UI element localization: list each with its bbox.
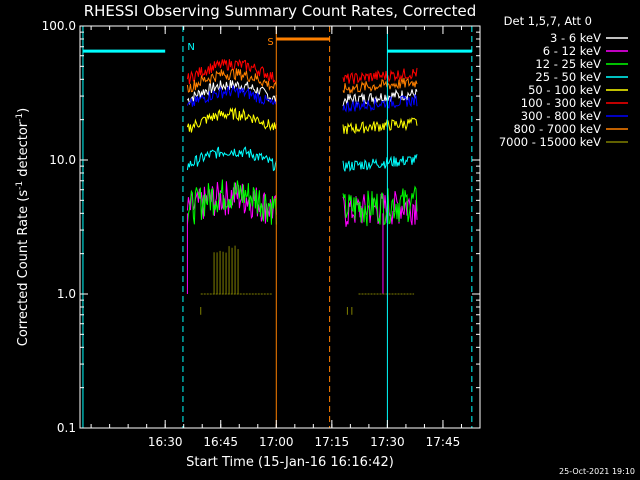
legend-entry-label: 50 - 100 keV: [528, 83, 601, 97]
series-line: [186, 179, 277, 225]
legend-entry-label: 12 - 25 keV: [535, 57, 601, 71]
series-line: [342, 154, 418, 172]
series-line: [342, 93, 418, 113]
y-axis-label-sup2: -1: [15, 113, 25, 122]
plot-frame: [79, 25, 481, 429]
y-tick-label: 100.0: [42, 19, 76, 33]
series-line: [186, 84, 277, 107]
series-line: [186, 58, 277, 86]
legend-entry-label: 100 - 300 keV: [521, 96, 601, 110]
y-axis-label-part3: ): [16, 108, 31, 113]
y-tick-label: 0.1: [57, 421, 76, 435]
y-axis-label: Corrected Count Rate (s-1 detector-1): [15, 108, 31, 346]
x-axis-label: Start Time (15-Jan-16 16:16:42): [186, 455, 394, 470]
saa-label: S: [267, 37, 273, 48]
legend-entry-label: 25 - 50 keV: [535, 70, 601, 84]
series-line: [186, 80, 277, 106]
x-tick-label: 17:15: [315, 435, 350, 449]
x-tick-label: 17:30: [370, 435, 405, 449]
x-axis: 16:30 16:45 17:00 17:15 17:30 17:45: [90, 26, 462, 449]
legend-entry-label: 800 - 7000 keV: [513, 122, 601, 136]
night-label: N: [187, 42, 194, 53]
series-line: [342, 77, 418, 94]
legend-header: Det 1,5,7, Att 0: [504, 14, 592, 28]
series-line: [342, 88, 418, 107]
chart-title: RHESSI Observing Summary Count Rates, Co…: [84, 2, 477, 20]
series-line: [342, 117, 418, 135]
x-tick-label: 16:45: [203, 435, 238, 449]
series-line: [186, 146, 277, 172]
y-axis-label-part1: Corrected Count Rate (s: [16, 190, 31, 347]
y-axis-label-part2: detector: [16, 121, 31, 181]
series-line: [186, 68, 277, 93]
legend-entry-label: 7000 - 15000 keV: [499, 135, 601, 149]
y-axis-label-sup1: -1: [15, 181, 25, 190]
y-tick-label: 10.0: [49, 153, 76, 167]
x-tick-label: 17:00: [259, 435, 294, 449]
y-tick-label: 1.0: [57, 287, 76, 301]
x-tick-label: 16:30: [148, 435, 183, 449]
series-line: [342, 67, 418, 85]
timestamp: 25-Oct-2021 19:10: [559, 467, 635, 476]
x-tick-label: 17:45: [426, 435, 461, 449]
y-axis: 0.1 1.0 10.0 100.0: [42, 19, 480, 435]
legend-entry-label: 3 - 6 keV: [550, 31, 601, 45]
series-line: [342, 185, 418, 227]
series-line: [186, 107, 277, 133]
legend-entry-label: 300 - 800 keV: [521, 109, 601, 123]
legend-entry-label: 6 - 12 keV: [543, 44, 601, 58]
